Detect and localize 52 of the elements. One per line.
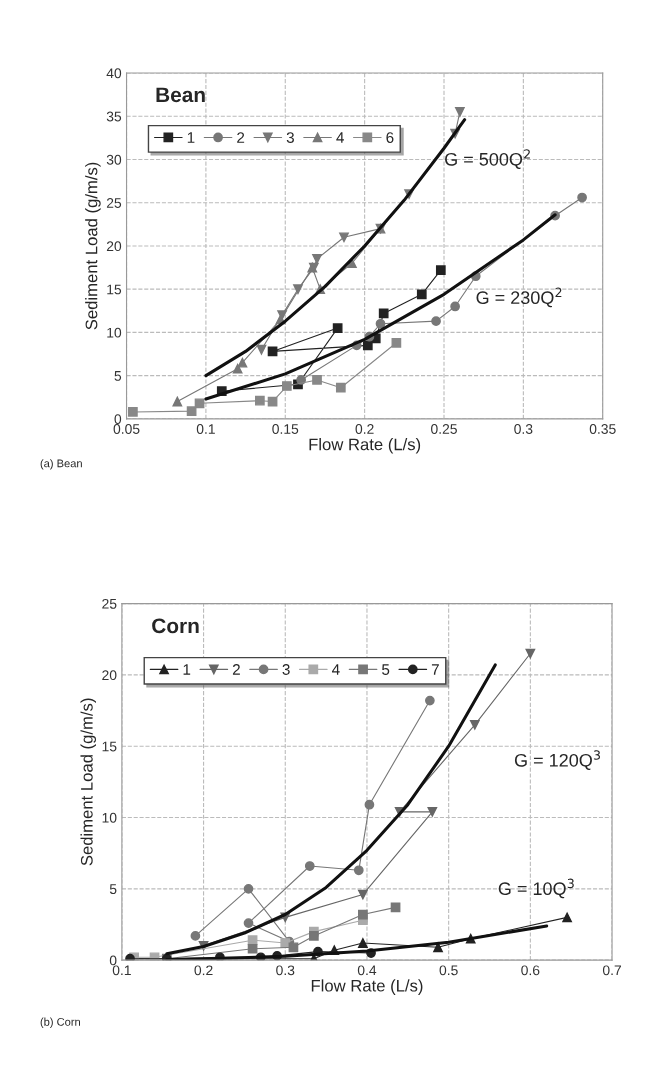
x-tick-label: 0.1: [112, 965, 131, 976]
text: (a) Bean: [40, 459, 82, 470]
y-tick-label: 5: [114, 371, 122, 381]
x-axis-title: Flow Rate (L/s): [311, 979, 423, 995]
y-tick-label: 40: [106, 68, 122, 79]
y-tick-label: 15: [102, 741, 117, 752]
x-tick-label: 0.5: [439, 965, 458, 976]
legend-label: 3: [286, 132, 294, 143]
legend-label: 1: [187, 132, 195, 143]
annotation: G = 500Q$^{2}$: [445, 149, 530, 169]
y-tick-label: 30: [106, 154, 122, 165]
y-tick-label: 20: [102, 670, 117, 681]
annotation: G = 230Q$^{2}$: [476, 287, 562, 308]
annotation: G = 120Q$^{3}$: [514, 750, 601, 770]
y-tick-label: 10: [102, 812, 117, 823]
legend-label: 4: [336, 132, 344, 143]
x-tick-label: 0.15: [272, 424, 299, 434]
x-tick-label: 0.3: [276, 965, 295, 976]
legend-label: 1: [183, 664, 191, 675]
x-tick-label: 0.4: [357, 965, 377, 976]
y-tick-label: 25: [106, 198, 122, 208]
text: Corn: [152, 618, 199, 634]
x-tick-label: 0.6: [521, 965, 540, 976]
legend-label: 4: [332, 664, 340, 675]
y-tick-label: 15: [107, 284, 122, 295]
legend-label: 3: [282, 664, 290, 675]
y-tick-label: 0: [114, 414, 122, 425]
legend-label: 6: [386, 132, 394, 143]
x-tick-label: 0.25: [431, 424, 457, 434]
y-axis-title: Sediment Load (g/m/s): [85, 162, 101, 330]
y-axis-title: Sediment Load (g/m/s): [80, 698, 97, 866]
x-tick-label: 0.1: [196, 424, 215, 434]
y-tick-label: 10: [107, 327, 122, 338]
legend-label: 2: [232, 664, 240, 675]
y-tick-label: 20: [106, 241, 122, 252]
x-axis-title: Flow Rate (L/s): [309, 438, 421, 454]
x-tick-label: 0.7: [602, 965, 622, 976]
legend-label: 2: [237, 132, 245, 143]
y-tick-label: 0: [109, 955, 117, 966]
x-tick-label: 0.05: [113, 424, 140, 434]
y-tick-label: 25: [102, 598, 117, 609]
x-tick-label: 0.2: [194, 965, 213, 976]
y-tick-label: 35: [106, 111, 122, 122]
x-tick-label: 0.3: [514, 424, 533, 434]
x-tick-label: 0.35: [589, 424, 616, 434]
annotation: G = 10Q$^{3}$: [498, 878, 574, 899]
legend-label: 7: [431, 664, 439, 675]
text: (b) Corn: [40, 1017, 80, 1028]
x-tick-label: 0.2: [355, 424, 374, 434]
text: Bean: [156, 87, 205, 103]
y-tick-label: 5: [109, 884, 117, 895]
legend-label: 5: [382, 664, 390, 675]
